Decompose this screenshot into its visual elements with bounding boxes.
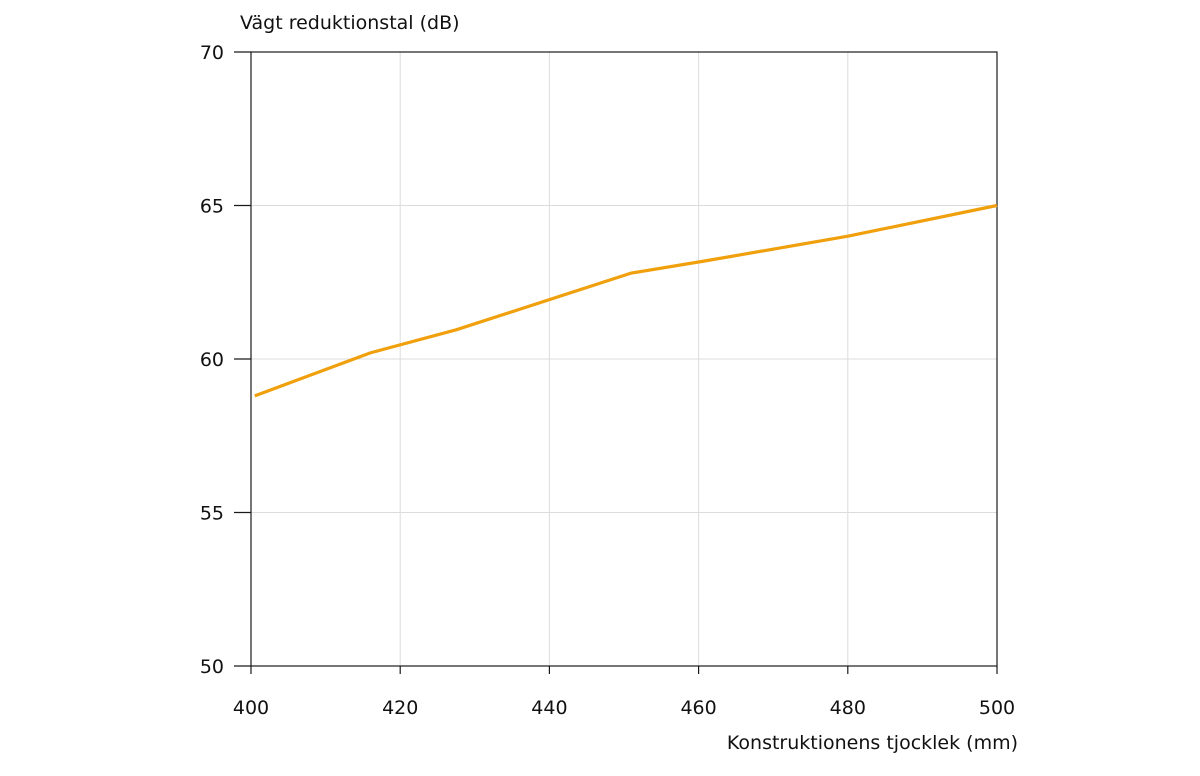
x-tick-label: 420 — [382, 697, 418, 719]
y-tick-label: 55 — [200, 503, 224, 525]
tick-labels: 400 420 440 460 480 500 50 55 60 65 70 — [200, 42, 1015, 719]
x-axis-title: Konstruktionens tjocklek (mm) — [727, 732, 1018, 754]
axis-ticks — [234, 51, 998, 674]
gridlines — [251, 52, 997, 666]
x-tick-label: 480 — [830, 697, 866, 719]
series-layer — [254, 203, 998, 398]
x-tick-label: 400 — [233, 697, 269, 719]
series-line — [254, 203, 998, 398]
y-tick-label: 70 — [200, 42, 224, 64]
x-tick-label: 500 — [979, 697, 1015, 719]
y-tick-label: 50 — [200, 656, 224, 678]
y-axis-title: Vägt reduktionstal (dB) — [240, 12, 460, 34]
x-tick-label: 460 — [680, 697, 716, 719]
y-tick-label: 60 — [200, 349, 224, 371]
x-tick-label: 440 — [531, 697, 567, 719]
y-tick-label: 65 — [200, 196, 224, 218]
